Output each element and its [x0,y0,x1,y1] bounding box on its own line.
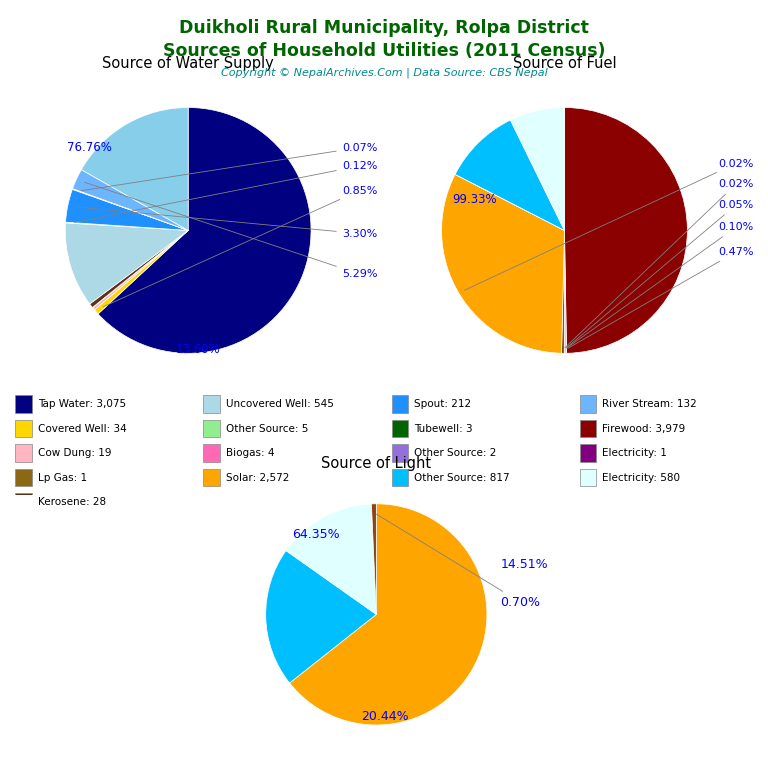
Text: 0.02%: 0.02% [565,180,753,348]
Wedge shape [442,174,564,353]
Text: Other Source: 817: Other Source: 817 [414,472,510,482]
Text: Tubewell: 3: Tubewell: 3 [414,423,473,434]
FancyBboxPatch shape [580,444,596,462]
Text: 99.33%: 99.33% [452,194,497,206]
Text: Lp Gas: 1: Lp Gas: 1 [38,472,87,482]
Wedge shape [266,551,376,683]
Text: 0.12%: 0.12% [74,161,377,223]
Wedge shape [511,108,564,230]
Text: Duikholi Rural Municipality, Rolpa District: Duikholi Rural Municipality, Rolpa Distr… [179,19,589,37]
FancyBboxPatch shape [580,468,596,486]
Wedge shape [65,222,188,230]
Wedge shape [561,230,564,353]
Wedge shape [94,230,188,314]
Text: Covered Well: 34: Covered Well: 34 [38,423,127,434]
Text: Kerosene: 28: Kerosene: 28 [38,497,106,507]
Wedge shape [564,108,687,353]
Wedge shape [290,504,487,725]
Text: Spout: 212: Spout: 212 [414,399,472,409]
Wedge shape [73,170,188,230]
Text: Firewood: 3,979: Firewood: 3,979 [602,423,686,434]
Wedge shape [372,504,376,614]
FancyBboxPatch shape [392,395,408,413]
FancyBboxPatch shape [15,468,31,486]
Text: Copyright © NepalArchives.Com | Data Source: CBS Nepal: Copyright © NepalArchives.Com | Data Sou… [220,68,548,78]
FancyBboxPatch shape [204,468,220,486]
Text: 64.35%: 64.35% [292,528,339,541]
Title: Source of Light: Source of Light [321,456,432,471]
FancyBboxPatch shape [15,444,31,462]
Wedge shape [65,190,188,230]
Text: Sources of Household Utilities (2011 Census): Sources of Household Utilities (2011 Cen… [163,42,605,60]
Wedge shape [455,174,564,230]
Text: 20.44%: 20.44% [362,710,409,723]
FancyBboxPatch shape [204,419,220,438]
Wedge shape [90,230,188,307]
FancyBboxPatch shape [392,444,408,462]
Text: Electricity: 580: Electricity: 580 [602,472,680,482]
Text: River Stream: 132: River Stream: 132 [602,399,697,409]
Title: Source of Water Supply: Source of Water Supply [102,57,274,71]
Text: 0.10%: 0.10% [567,223,753,348]
Wedge shape [564,230,567,353]
Text: Solar: 2,572: Solar: 2,572 [226,472,290,482]
FancyBboxPatch shape [580,419,596,438]
Text: 14.51%: 14.51% [500,558,548,571]
Wedge shape [286,504,376,614]
Text: Cow Dung: 19: Cow Dung: 19 [38,448,111,458]
Wedge shape [72,189,188,230]
FancyBboxPatch shape [15,395,31,413]
Text: 3.30%: 3.30% [77,207,377,239]
Text: 0.85%: 0.85% [104,186,377,306]
Text: Other Source: 5: Other Source: 5 [226,423,308,434]
Text: Uncovered Well: 545: Uncovered Well: 545 [226,399,334,409]
Wedge shape [65,223,188,304]
FancyBboxPatch shape [15,419,31,438]
Wedge shape [72,189,188,230]
Text: Other Source: 2: Other Source: 2 [414,448,496,458]
FancyBboxPatch shape [392,419,408,438]
Title: Source of Fuel: Source of Fuel [513,57,616,71]
FancyBboxPatch shape [580,395,596,413]
Wedge shape [93,230,188,310]
Wedge shape [98,108,311,353]
Wedge shape [92,230,188,308]
Text: 0.47%: 0.47% [568,247,753,348]
Wedge shape [455,120,564,230]
Text: 0.07%: 0.07% [81,143,377,190]
FancyBboxPatch shape [204,395,220,413]
Text: Biogas: 4: Biogas: 4 [226,448,274,458]
FancyBboxPatch shape [392,468,408,486]
Text: 5.29%: 5.29% [84,182,377,279]
Text: 0.02%: 0.02% [465,158,753,290]
Text: Tap Water: 3,075: Tap Water: 3,075 [38,399,126,409]
FancyBboxPatch shape [15,493,31,511]
FancyBboxPatch shape [204,444,220,462]
Text: 13.60%: 13.60% [176,343,220,356]
Text: 0.05%: 0.05% [567,200,753,348]
Wedge shape [81,108,188,230]
Text: 76.76%: 76.76% [67,141,112,154]
Text: 0.70%: 0.70% [376,514,540,608]
Text: Electricity: 1: Electricity: 1 [602,448,667,458]
